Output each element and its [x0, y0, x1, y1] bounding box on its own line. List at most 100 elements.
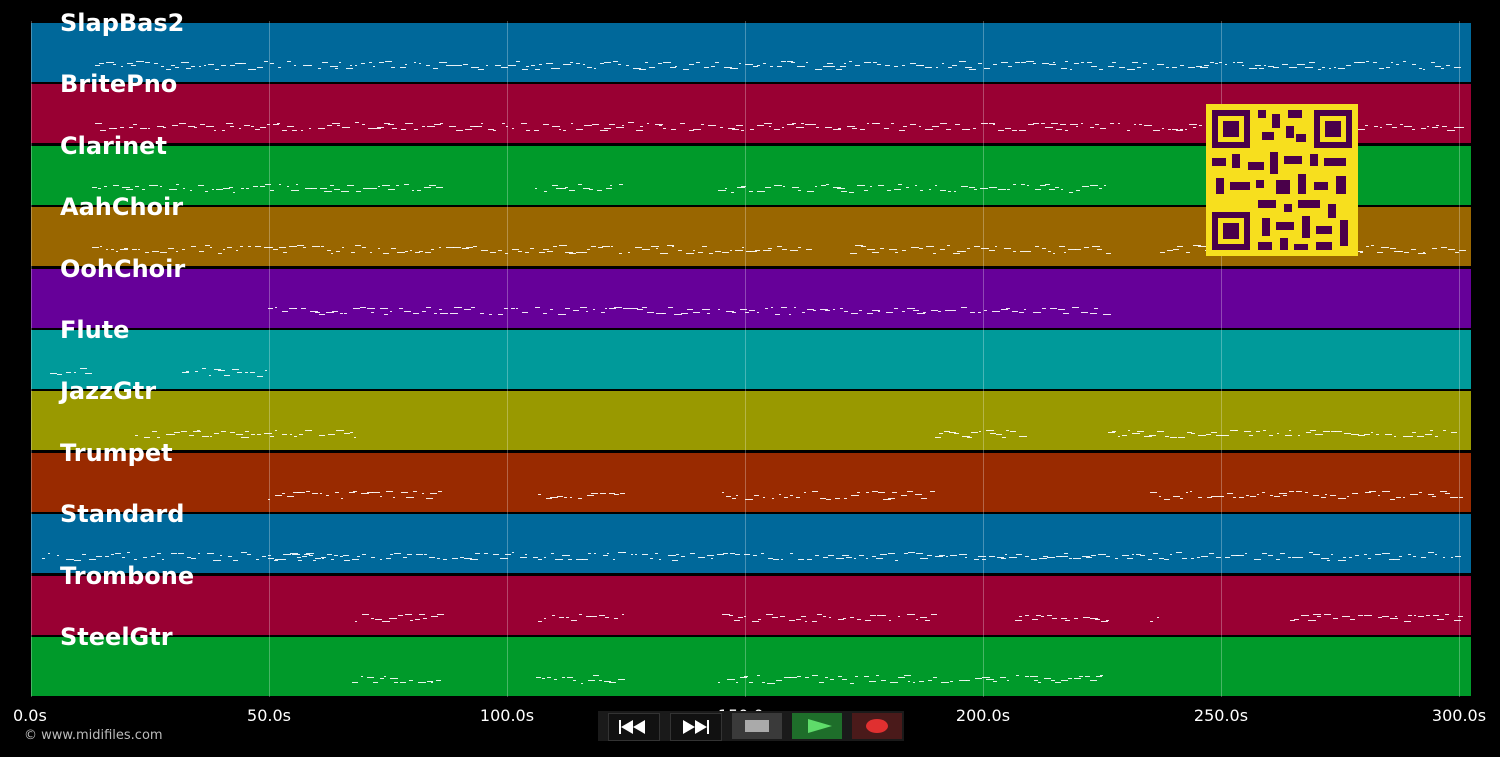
rewind-button[interactable] — [608, 713, 660, 741]
note-mark — [210, 436, 212, 437]
note-mark — [186, 371, 189, 372]
track-row[interactable] — [31, 330, 1471, 389]
fast-forward-button[interactable] — [670, 713, 722, 741]
note-mark — [838, 128, 841, 129]
note-mark — [239, 63, 246, 64]
note-mark — [668, 555, 676, 556]
note-mark — [326, 495, 329, 496]
note-mark — [332, 123, 340, 124]
note-mark — [1426, 615, 1430, 616]
note-mark — [275, 559, 283, 560]
note-mark — [1164, 499, 1170, 500]
note-mark — [781, 559, 783, 560]
note-mark — [1443, 557, 1445, 558]
note-mark — [567, 677, 573, 678]
note-mark — [1036, 615, 1041, 616]
note-mark — [362, 614, 369, 615]
note-mark — [113, 64, 116, 65]
note-mark — [380, 559, 382, 560]
note-mark — [649, 67, 655, 68]
note-mark — [984, 310, 987, 311]
track-row[interactable] — [31, 391, 1471, 450]
track-row[interactable] — [31, 576, 1471, 635]
note-mark — [588, 553, 591, 554]
play-button[interactable] — [792, 713, 842, 739]
note-mark — [1035, 189, 1041, 190]
note-mark — [757, 312, 759, 313]
grid-line — [269, 21, 270, 697]
track-row[interactable] — [31, 23, 1471, 82]
note-mark — [275, 307, 277, 308]
note-mark — [1327, 560, 1330, 561]
note-mark — [1177, 246, 1183, 247]
note-mark — [1394, 436, 1396, 437]
note-mark — [1010, 431, 1016, 432]
grid-line — [983, 21, 984, 697]
note-mark — [696, 62, 700, 63]
note-mark — [722, 492, 724, 493]
note-mark — [176, 184, 179, 185]
note-mark — [120, 249, 128, 250]
note-mark — [844, 63, 846, 64]
note-mark — [734, 68, 738, 69]
track-label: Flute — [60, 316, 130, 344]
note-mark — [1216, 435, 1222, 436]
stop-button[interactable] — [732, 713, 782, 739]
note-mark — [812, 621, 817, 622]
note-mark — [98, 188, 101, 189]
note-mark — [260, 186, 265, 187]
note-mark — [1106, 620, 1109, 621]
note-mark — [1016, 675, 1019, 676]
note-mark — [702, 246, 707, 247]
note-mark — [474, 126, 482, 127]
note-mark — [687, 309, 693, 310]
note-mark — [486, 65, 488, 66]
note-mark — [907, 614, 915, 615]
note-mark — [1428, 552, 1434, 553]
note-mark — [954, 433, 959, 434]
stop-icon — [745, 720, 769, 732]
note-mark — [257, 434, 261, 435]
note-mark — [181, 431, 187, 432]
track-label: SlapBas2 — [60, 9, 185, 37]
track-row[interactable] — [31, 453, 1471, 512]
note-mark — [604, 681, 611, 682]
note-mark — [1200, 67, 1208, 68]
note-mark — [1027, 185, 1029, 186]
note-mark — [1210, 62, 1214, 63]
track-row[interactable] — [31, 269, 1471, 328]
note-mark — [251, 126, 254, 127]
note-mark — [446, 65, 454, 66]
note-mark — [556, 188, 562, 189]
note-mark — [769, 126, 771, 127]
note-mark — [1277, 433, 1279, 434]
note-mark — [935, 185, 937, 186]
note-mark — [582, 559, 588, 560]
note-mark — [257, 376, 263, 377]
track-row[interactable] — [31, 514, 1471, 573]
record-button[interactable] — [852, 713, 902, 739]
note-mark — [974, 246, 980, 247]
note-mark — [605, 308, 607, 309]
note-mark — [1152, 69, 1154, 70]
note-mark — [740, 677, 747, 678]
qr-code-icon[interactable] — [1206, 104, 1358, 256]
note-mark — [1002, 437, 1006, 438]
note-mark — [757, 191, 765, 192]
note-mark — [369, 62, 372, 63]
note-mark — [275, 495, 282, 496]
note-mark — [1186, 252, 1190, 253]
note-mark — [974, 189, 977, 190]
time-tick-label: 300.0s — [1431, 706, 1487, 725]
note-mark — [555, 559, 563, 560]
note-mark — [1445, 614, 1449, 615]
note-mark — [1436, 125, 1439, 126]
note-mark — [569, 253, 576, 254]
track-row[interactable] — [31, 637, 1471, 696]
note-mark — [925, 620, 930, 621]
note-mark — [975, 678, 982, 679]
note-mark — [434, 124, 441, 125]
note-mark — [1408, 436, 1413, 437]
note-mark — [953, 310, 956, 311]
note-mark — [360, 307, 366, 308]
